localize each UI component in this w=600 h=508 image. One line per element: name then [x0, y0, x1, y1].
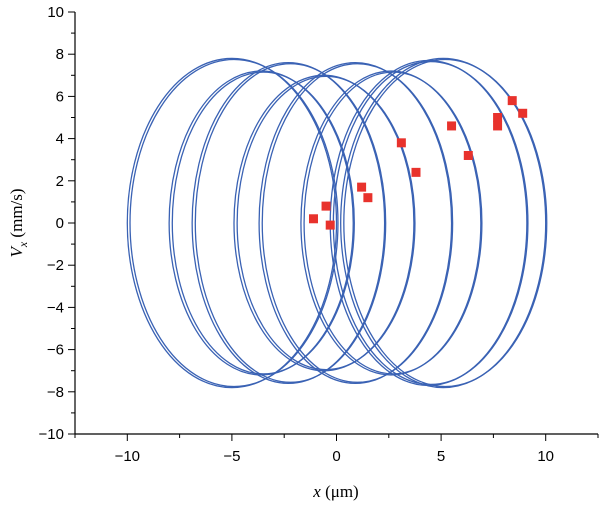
y-tick-label: 2 — [56, 173, 64, 190]
x-tick-label: −10 — [115, 448, 140, 465]
trajectory-loop — [340, 57, 547, 389]
trajectory-loop — [300, 70, 482, 376]
x-tick-label: 10 — [537, 448, 554, 465]
data-point — [325, 220, 335, 230]
data-points — [308, 96, 528, 230]
x-axis-ticks: −10 −5 0 5 10 — [74, 434, 599, 465]
data-point — [321, 201, 331, 211]
data-point — [518, 108, 528, 118]
y-axis-ticks: −10 −8 −6 −4 −2 0 2 4 6 8 10 — [39, 4, 75, 443]
x-tick-label: −5 — [223, 448, 240, 465]
trajectory-loop — [233, 74, 415, 372]
trajectory-loop — [236, 75, 416, 371]
x-tick-label: 5 — [437, 448, 445, 465]
data-point — [363, 193, 373, 203]
y-tick-label: 0 — [56, 215, 64, 232]
data-point — [493, 121, 503, 131]
trajectory-loop — [194, 63, 387, 383]
trajectory-loop — [258, 61, 453, 385]
y-tick-label: −2 — [47, 257, 64, 274]
trajectory-loop — [343, 58, 548, 388]
trajectory-loop — [129, 58, 339, 388]
trajectory-loop — [329, 59, 528, 387]
trajectory-loop — [171, 71, 355, 375]
y-tick-label: 8 — [56, 46, 64, 63]
trajectory-loop — [261, 63, 454, 383]
y-tick-label: −8 — [47, 384, 64, 401]
trajectory-loop — [191, 61, 386, 385]
x-axis-title: x (μm) — [312, 482, 358, 501]
y-tick-label: −6 — [47, 342, 64, 359]
data-point — [308, 214, 318, 224]
trajectory-loop — [126, 57, 338, 389]
y-tick-label: −4 — [47, 299, 64, 316]
data-point — [463, 150, 473, 160]
y-axis-title: Vx (mm/s) — [7, 188, 30, 257]
y-tick-label: 6 — [56, 88, 64, 105]
data-point — [447, 121, 457, 131]
y-tick-label: −10 — [39, 426, 64, 443]
trajectory-curves — [126, 57, 548, 389]
data-point — [507, 96, 517, 106]
data-point — [357, 182, 367, 192]
y-tick-label: 4 — [56, 131, 64, 148]
y-tick-label: 10 — [47, 4, 64, 21]
data-point — [396, 138, 406, 148]
x-tick-label: 0 — [332, 448, 340, 465]
data-point — [493, 113, 503, 122]
data-point — [411, 167, 421, 177]
